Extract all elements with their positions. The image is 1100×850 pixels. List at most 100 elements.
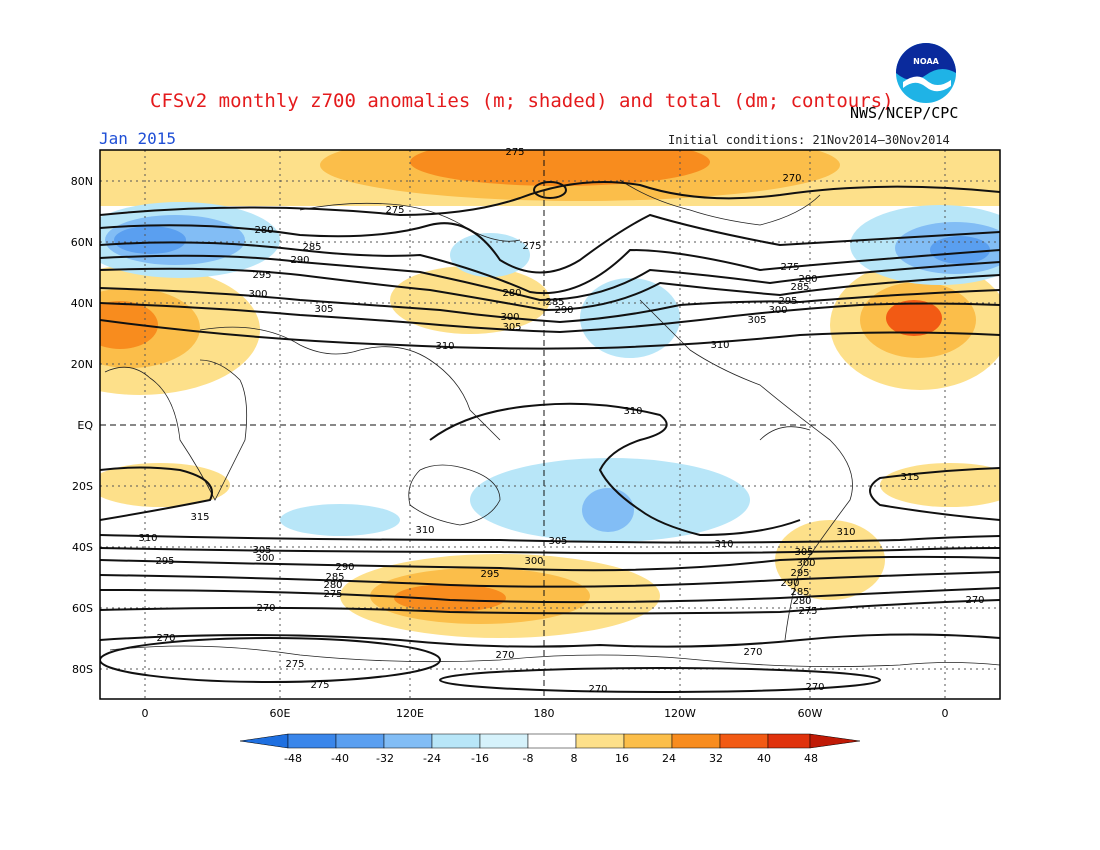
contour-label: 275 [385, 205, 404, 216]
colorbar-tick: 24 [662, 752, 676, 765]
contour-label: 275 [310, 680, 329, 691]
lon-label: 0 [142, 707, 149, 720]
contour-label: 295 [480, 569, 499, 580]
contour-label: 275 [780, 262, 799, 273]
colorbar-tick: 40 [757, 752, 771, 765]
lat-label: 60N [71, 236, 93, 249]
lon-label: 0 [942, 707, 949, 720]
contour-label: 275 [505, 147, 524, 158]
colorbar-tick: -40 [331, 752, 349, 765]
contour-label: 270 [743, 647, 762, 658]
colorbar-tick: -24 [423, 752, 441, 765]
contour-label: 280 [323, 580, 342, 591]
lon-label: 180 [534, 707, 555, 720]
contour-label: 300 [796, 558, 815, 569]
contour-label: 270 [965, 595, 984, 606]
contour-label: 275 [323, 589, 342, 600]
lon-label: 120E [396, 707, 424, 720]
contour-label: 290 [290, 255, 309, 266]
contour-label: 305 [314, 304, 333, 315]
contour-label: 280 [254, 225, 273, 236]
contour-label: 280 [798, 274, 817, 285]
contour-label: 310 [138, 533, 157, 544]
contour-label: 275 [522, 241, 541, 252]
contour-label: 300 [248, 289, 267, 300]
contour-label: 275 [798, 606, 817, 617]
contour-label: 305 [794, 547, 813, 558]
colorbar: -48 -40 -32 -24 -16 -8 8 16 24 32 40 48 [239, 733, 861, 765]
lon-label: 60E [270, 707, 291, 720]
contour-label: 305 [252, 545, 271, 556]
map-title: CFSv2 monthly z700 anomalies (m; shaded)… [150, 90, 894, 112]
contour-label: 290 [335, 562, 354, 573]
contour-label: 270 [588, 684, 607, 695]
lat-label: 20S [72, 480, 93, 493]
contour-label: 300 [768, 305, 787, 316]
contour-label: 305 [747, 315, 766, 326]
colorbar-tick: -32 [376, 752, 394, 765]
contour-label: 285 [325, 572, 344, 583]
contour-label: 310 [714, 539, 733, 550]
contour-label: 275 [285, 659, 304, 670]
lat-label: 40N [71, 297, 93, 310]
contour-label: 270 [805, 682, 824, 693]
colorbar-tick: -48 [284, 752, 302, 765]
colorbar-tick: 16 [615, 752, 629, 765]
contour-labels: 275 280 285 290 295 300 305 310 275 280 … [138, 147, 984, 695]
contour-label: 290 [780, 578, 799, 589]
forecast-month: Jan 2015 [99, 129, 177, 148]
map-frame [99, 149, 1001, 700]
longitude-labels: 0 60E 120E 180 120W 60W 0 [142, 707, 949, 720]
contour-label: 280 [792, 596, 811, 607]
contour-label: 280 [502, 288, 521, 299]
noaa-logo: NOAA [896, 43, 956, 103]
colorbar-tick: 32 [709, 752, 723, 765]
contour-label: 315 [190, 512, 209, 523]
graticule [100, 150, 1000, 699]
contour-label: 285 [790, 282, 809, 293]
contour-label: 310 [623, 406, 642, 417]
latitude-labels: 80N 60N 40N 20N EQ 20S 40S 60S 80S [71, 175, 94, 676]
lat-label: 40S [72, 541, 93, 554]
contour-label: 305 [502, 322, 521, 333]
coastlines [104, 179, 1000, 668]
contour-label: 270 [156, 633, 175, 644]
contour-label: 300 [524, 556, 543, 567]
contour-label: 295 [778, 296, 797, 307]
noaa-logo-text: NOAA [913, 57, 939, 66]
equator-dateline [100, 150, 1000, 699]
contour-label: 295 [155, 556, 174, 567]
negative-anomaly-shading [100, 202, 1000, 542]
contour-label: 300 [500, 312, 519, 323]
contour-label: 270 [782, 173, 801, 184]
lat-label: 20N [71, 358, 93, 371]
lat-label: 80S [72, 663, 93, 676]
colorbar-tick: -16 [471, 752, 489, 765]
colorbar-tick: 48 [804, 752, 818, 765]
contour-label: 270 [256, 603, 275, 614]
contour-label: 310 [415, 525, 434, 536]
lat-label: 80N [71, 175, 93, 188]
contour-label: 310 [710, 340, 729, 351]
contour-label: 300 [255, 553, 274, 564]
lon-label: 120W [664, 707, 696, 720]
contour-label: 295 [790, 568, 809, 579]
contour-label: 290 [554, 305, 573, 316]
contour-label: 310 [435, 341, 454, 352]
contour-label: 315 [900, 472, 919, 483]
contour-label: 285 [545, 297, 564, 308]
initial-conditions: Initial conditions: 21Nov2014–30Nov2014 [668, 133, 950, 147]
contour-label: 310 [836, 527, 855, 538]
lat-label: 60S [72, 602, 93, 615]
contour-label: 270 [495, 650, 514, 661]
lon-label: 60W [798, 707, 823, 720]
colorbar-tick: -8 [523, 752, 534, 765]
agency-label: NWS/NCEP/CPC [850, 104, 959, 122]
contour-label: 285 [302, 242, 321, 253]
lat-label: EQ [77, 419, 93, 432]
height-contours [100, 181, 1000, 693]
contour-label: 305 [548, 536, 567, 547]
colorbar-tick: 8 [571, 752, 578, 765]
contour-label: 285 [790, 587, 809, 598]
contour-label: 295 [252, 270, 271, 281]
